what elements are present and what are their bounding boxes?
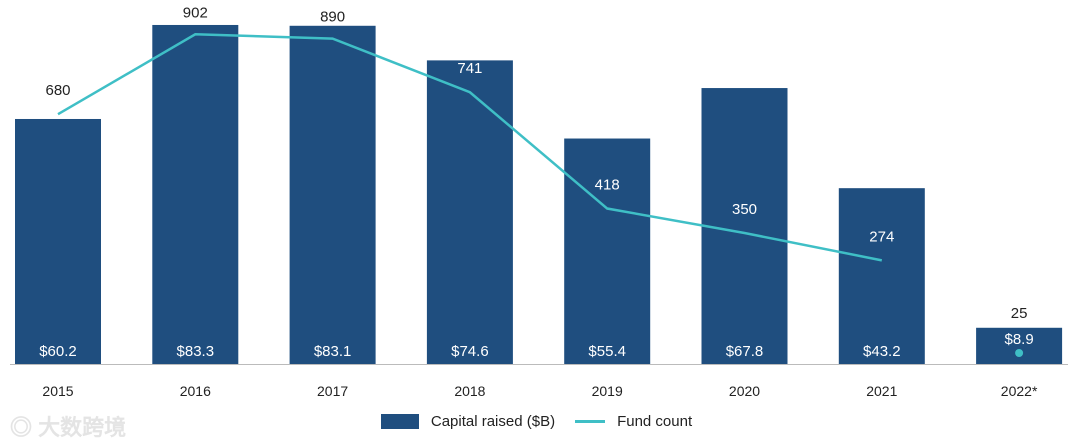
fund-count-label: 25 <box>1011 305 1028 322</box>
legend-label-capital: Capital raised ($B) <box>430 413 556 430</box>
bar-2015 <box>15 118 101 365</box>
x-tick-label: 2021 <box>866 383 897 399</box>
watermark-logo: ◎ 大数跨境 <box>10 415 127 440</box>
fund-count-label: 741 <box>457 60 482 77</box>
bar-label: $8.9 <box>1004 331 1033 348</box>
fund-count-label: 890 <box>320 9 345 26</box>
bar-2020 <box>701 88 788 364</box>
fund-count-label: 274 <box>869 228 894 245</box>
legend: Capital raised ($B) Fund count <box>0 413 1073 430</box>
x-tick-label: 2017 <box>317 383 348 399</box>
fund-count-label: 680 <box>45 82 70 99</box>
bar-label: $55.4 <box>588 343 626 360</box>
x-tick-label: 2022* <box>1001 383 1038 399</box>
fund-count-line <box>57 33 883 262</box>
chart-svg: $60.2 2015 $83.3 2016 $83.1 2017 $74.6 2018 $55.… <box>10 4 1068 399</box>
fund-count-label: 418 <box>595 177 620 194</box>
legend-swatch-fund-count <box>575 420 606 423</box>
bar-2021 <box>838 188 925 364</box>
bar-label: $83.3 <box>177 343 215 360</box>
bar-label: $83.1 <box>314 343 352 360</box>
bar-2022* <box>976 327 1063 364</box>
fund-count-label: 902 <box>183 4 208 21</box>
bar-2019 <box>564 138 651 364</box>
bar-2017 <box>289 25 376 365</box>
fund-count-point <box>1015 349 1024 357</box>
x-tick-label: 2019 <box>592 383 623 399</box>
bar-label: $60.2 <box>39 343 77 360</box>
x-tick-label: 2015 <box>42 383 73 399</box>
x-tick-label: 2018 <box>454 383 485 399</box>
x-tick-label: 2020 <box>729 383 760 399</box>
x-tick-label: 2016 <box>180 383 211 399</box>
bar-2016 <box>152 24 239 365</box>
bar-label: $74.6 <box>451 343 489 360</box>
fund-count-label: 350 <box>732 201 757 218</box>
bar-label: $67.8 <box>726 343 764 360</box>
bar-2018 <box>426 60 513 365</box>
legend-swatch-capital <box>380 414 419 429</box>
legend-label-fund-count: Fund count <box>617 413 693 430</box>
bar-label: $43.2 <box>863 343 901 360</box>
